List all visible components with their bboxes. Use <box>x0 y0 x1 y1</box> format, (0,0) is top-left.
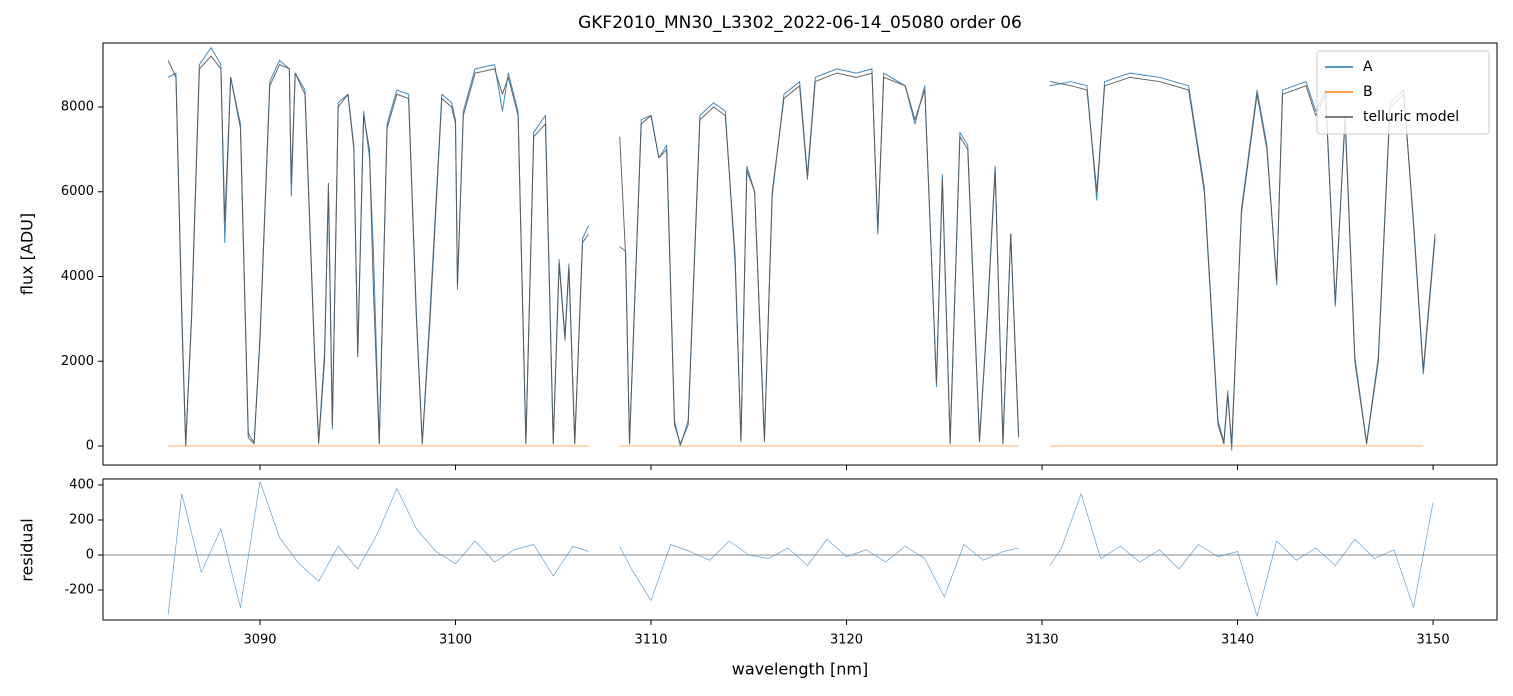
data-line <box>167 481 589 615</box>
x-axis-label: wavelength [nm] <box>732 660 869 679</box>
chart-title: GKF2010_MN30_L3302_2022-06-14_05080 orde… <box>578 13 1022 33</box>
axes-frame <box>102 478 1498 621</box>
legend-box <box>1316 50 1490 135</box>
x-tick-label: 3140 <box>1221 633 1254 648</box>
y-tick-label: 6000 <box>61 184 94 199</box>
y-tick-label: 2000 <box>61 354 94 369</box>
legend-label: telluric model <box>1363 109 1459 125</box>
legend-label: B <box>1363 84 1373 100</box>
y-tick-label: 0 <box>86 548 94 563</box>
y-axis-label: residual <box>18 518 37 581</box>
data-line <box>619 72 1020 445</box>
x-tick-label: 3100 <box>439 633 472 648</box>
y-axis-label: flux [ADU] <box>18 213 37 295</box>
plot-area <box>167 47 1436 451</box>
x-tick-label: 3130 <box>1025 633 1058 648</box>
data-line <box>167 55 589 447</box>
y-tick-label: 4000 <box>61 269 94 284</box>
x-tick-label: 3110 <box>634 633 667 648</box>
plot-area <box>103 481 1497 617</box>
y-tick-label: -200 <box>64 583 94 598</box>
data-line <box>619 538 1019 601</box>
x-tick-label: 3150 <box>1417 633 1450 648</box>
x-tick-label: 3090 <box>243 633 276 648</box>
x-tick-label: 3120 <box>830 633 863 648</box>
data-line <box>1049 493 1434 617</box>
data-line <box>1049 76 1436 445</box>
y-tick-label: 200 <box>69 512 94 527</box>
y-tick-label: 0 <box>86 439 94 454</box>
y-tick-label: 400 <box>69 477 94 492</box>
legend-label: A <box>1363 59 1373 75</box>
y-tick-label: 8000 <box>61 99 94 114</box>
axes-frame <box>102 42 1498 466</box>
